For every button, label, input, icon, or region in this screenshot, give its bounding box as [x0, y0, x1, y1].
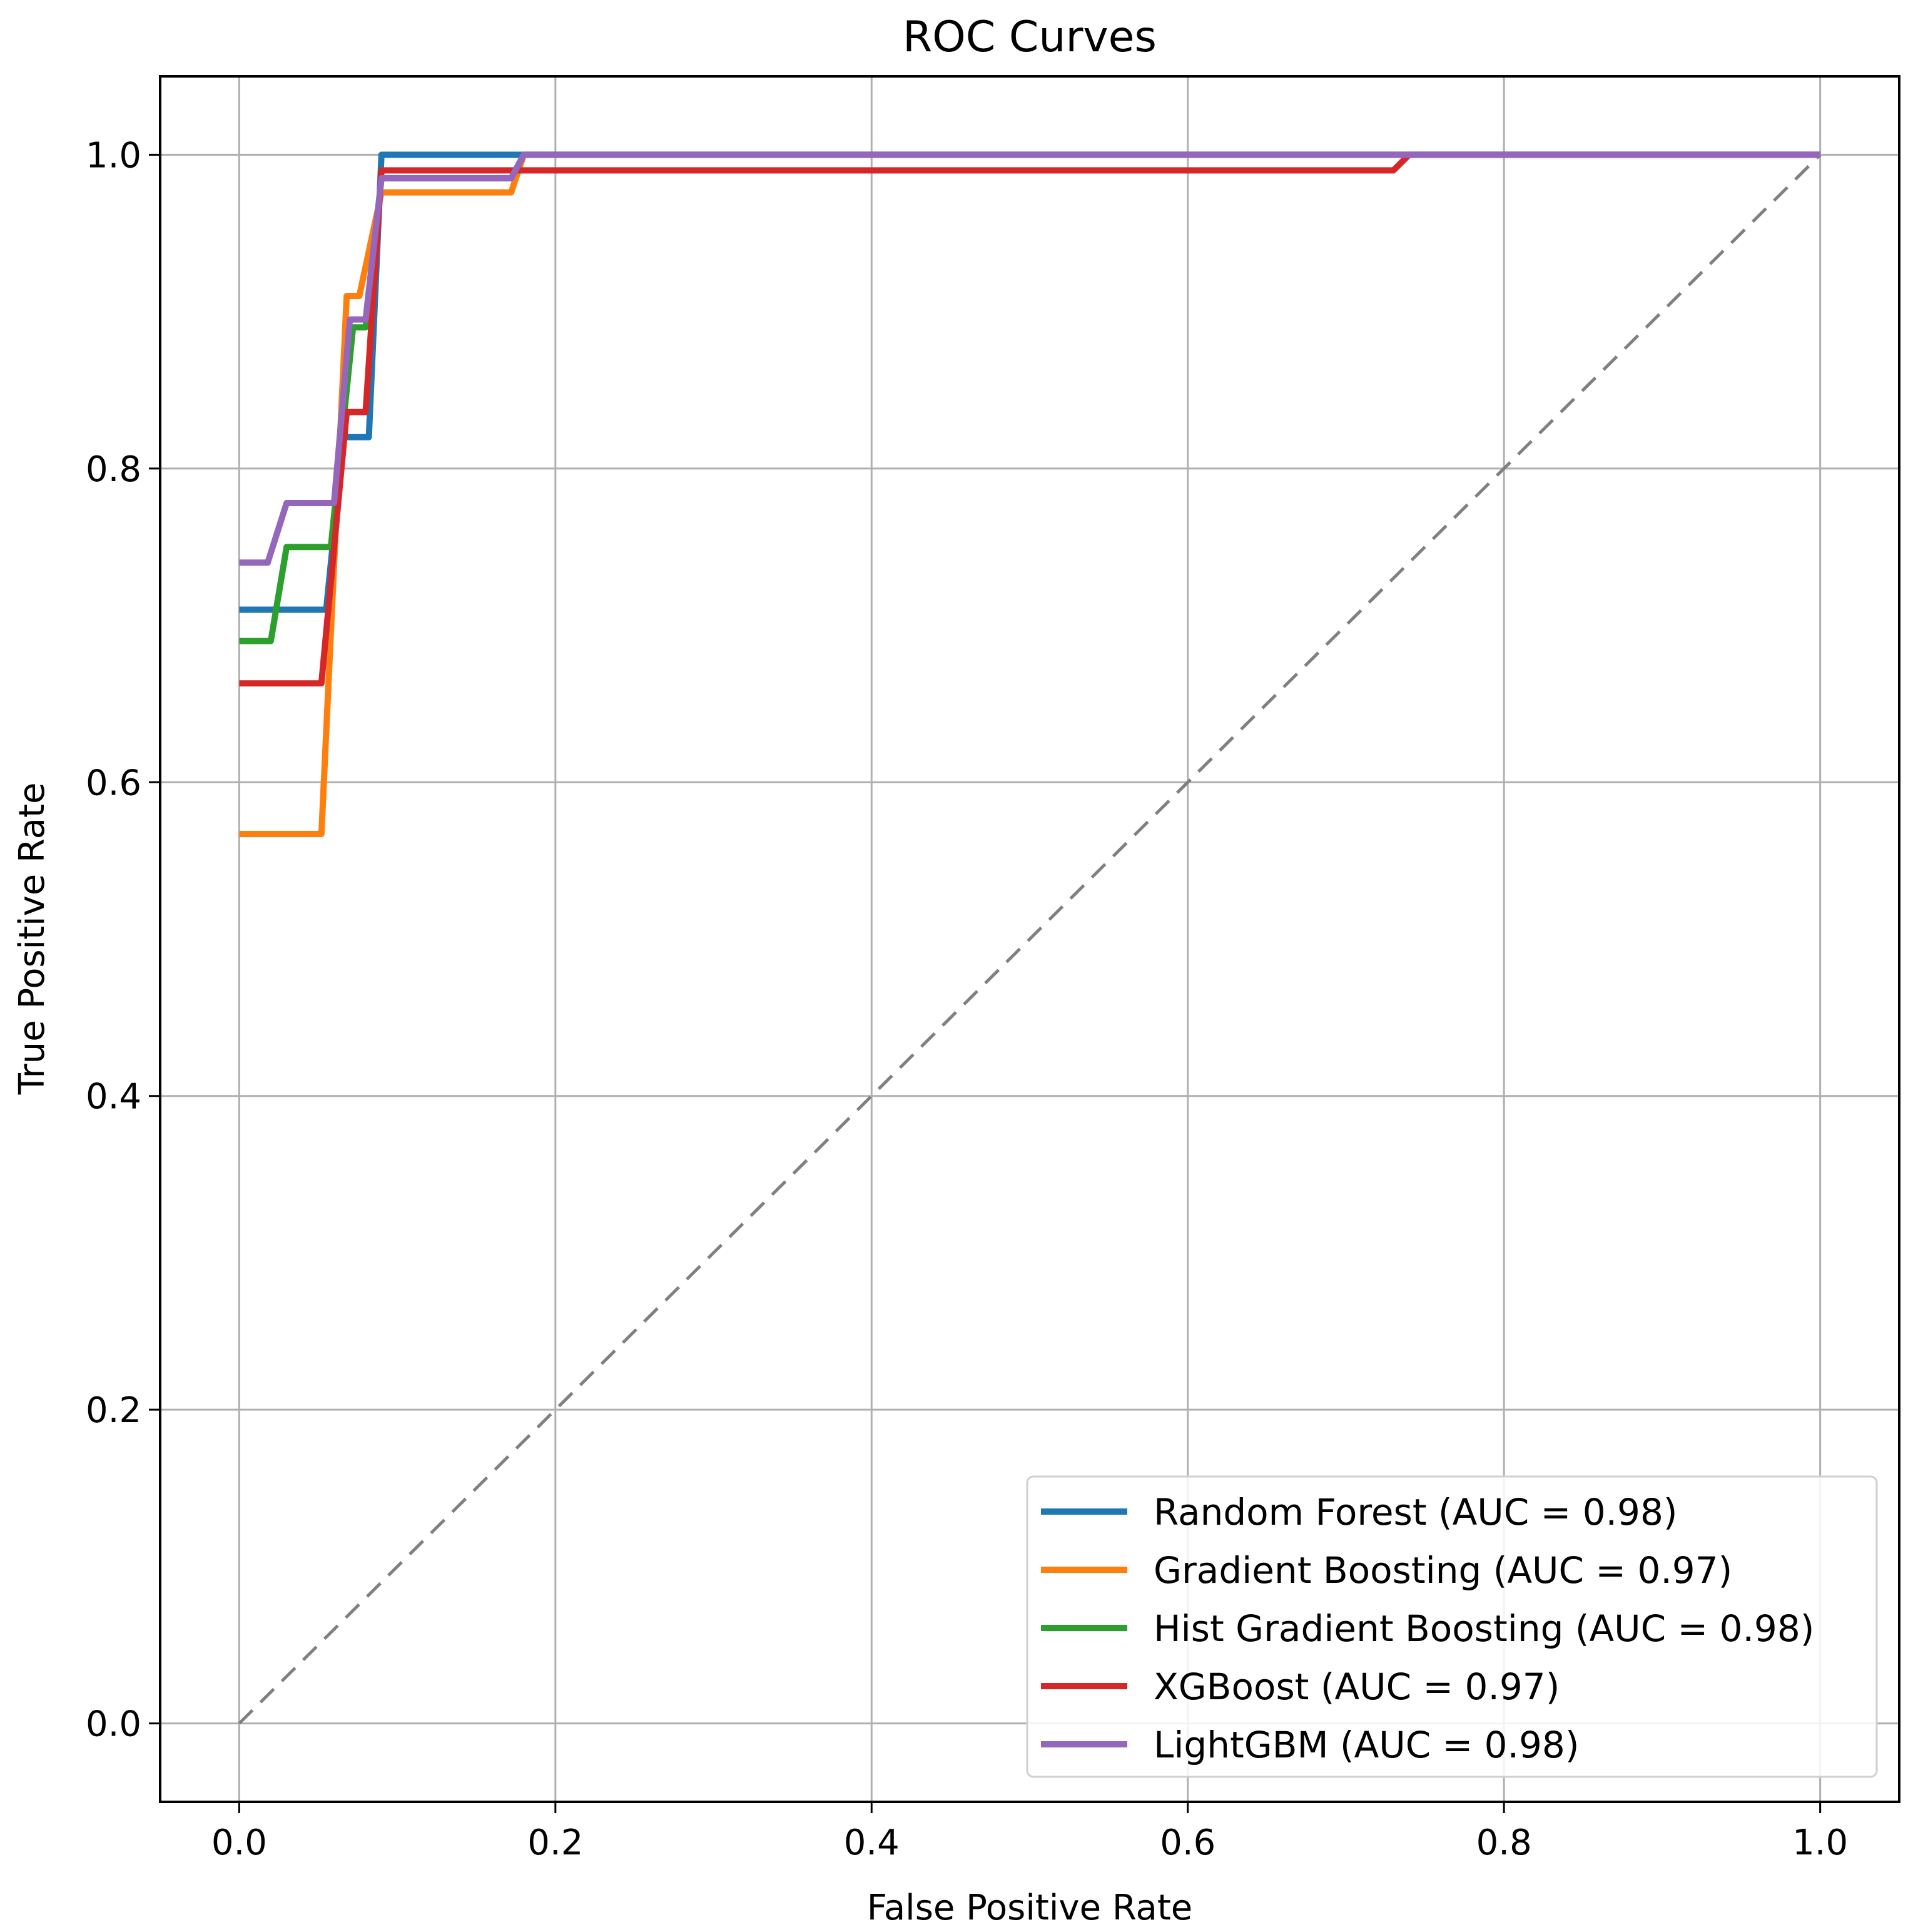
legend-box	[1026, 1475, 1878, 1778]
legend-label: Random Forest (AUC = 0.98)	[1154, 1491, 1678, 1533]
y-axis-label: True Positive Rate	[12, 783, 53, 1096]
x-axis-label: False Positive Rate	[867, 1888, 1192, 1928]
chart-title: ROC Curves	[903, 13, 1157, 62]
ticks: 0.0 0.2 0.4 0.6 0.8 1.0 0.0 0.2 0.4 0.6 0.8 1.0	[86, 135, 1848, 1863]
y-tick-label: 0.6	[86, 763, 141, 803]
x-tick-label: 0.2	[527, 1823, 583, 1863]
legend: Random Forest (AUC = 0.98) Gradient Boost…	[1026, 1475, 1878, 1778]
y-tick-label: 0.8	[86, 449, 141, 490]
legend-label: Gradient Boosting (AUC = 0.97)	[1154, 1549, 1732, 1592]
x-tick-label: 0.8	[1476, 1823, 1532, 1863]
legend-label: LightGBM (AUC = 0.98)	[1154, 1724, 1579, 1766]
y-tick-label: 0.0	[86, 1704, 141, 1745]
grid	[160, 76, 1899, 1802]
plot-frame	[159, 75, 1900, 1803]
x-tick-label: 0.0	[211, 1823, 267, 1863]
legend-label: XGBoost (AUC = 0.97)	[1154, 1665, 1560, 1708]
x-tick-label: 1.0	[1792, 1823, 1848, 1863]
y-tick-label: 1.0	[86, 135, 141, 176]
y-tick-label: 0.4	[86, 1077, 141, 1117]
series-lines	[238, 151, 1822, 1725]
chance-diagonal-line	[238, 153, 1822, 1725]
y-tick-label: 0.2	[86, 1390, 141, 1431]
legend-label: Hist Gradient Boosting (AUC = 0.98)	[1154, 1607, 1814, 1650]
series-line-5	[239, 151, 1820, 566]
x-tick-label: 0.6	[1160, 1823, 1215, 1863]
x-tick-label: 0.4	[844, 1823, 900, 1863]
